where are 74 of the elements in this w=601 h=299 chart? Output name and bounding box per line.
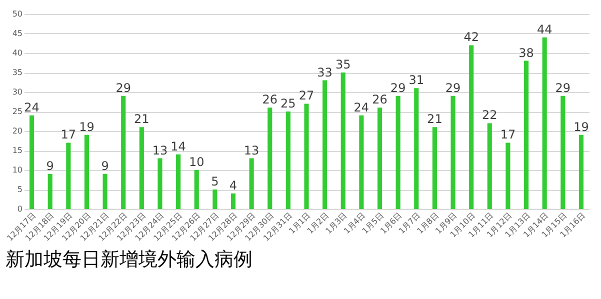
- data-label: 14: [170, 139, 186, 154]
- bar: [212, 190, 218, 209]
- bar: [286, 112, 290, 209]
- data-label: 17: [500, 128, 516, 142]
- data-label: 22: [482, 108, 498, 122]
- bar: [48, 174, 52, 209]
- data-label: 25: [280, 96, 296, 110]
- bar: [359, 115, 364, 209]
- bar: [121, 96, 126, 209]
- data-label: 10: [188, 155, 204, 169]
- y-tick-label: 10: [12, 166, 22, 174]
- y-tick-label: 0: [17, 204, 22, 214]
- bar: [176, 154, 181, 209]
- bar: [304, 104, 309, 209]
- data-label: 29: [390, 80, 406, 95]
- data-label: 19: [574, 120, 589, 134]
- bar: [560, 96, 566, 209]
- bar: [139, 127, 144, 209]
- bar: [249, 158, 254, 209]
- bar: [524, 60, 529, 209]
- bar: [84, 134, 90, 209]
- data-label: 24: [24, 100, 40, 114]
- bar: [450, 96, 456, 209]
- data-label: 31: [408, 73, 424, 88]
- y-tick-label: 5: [17, 185, 22, 194]
- bar: [158, 158, 162, 209]
- bar: [194, 170, 199, 209]
- data-label: 24: [354, 100, 370, 114]
- data-label: 5: [211, 174, 219, 188]
- bar: [469, 45, 474, 209]
- data-label: 38: [518, 46, 534, 60]
- data-label: 9: [46, 158, 54, 173]
- data-label: 13: [152, 143, 168, 158]
- bar: [506, 142, 510, 209]
- bar: [322, 80, 328, 209]
- bar: [340, 72, 346, 209]
- bar: [578, 134, 584, 209]
- data-label: 29: [555, 80, 571, 95]
- y-tick-label: 30: [12, 88, 22, 96]
- bar: [29, 115, 34, 209]
- data-label: 4: [229, 178, 238, 192]
- y-tick-label: 45: [12, 29, 22, 38]
- data-label: 27: [298, 88, 314, 103]
- bar: [414, 88, 419, 209]
- bar: [487, 123, 492, 209]
- y-tick-label: 25: [12, 107, 22, 116]
- y-tick-label: 50: [12, 10, 22, 18]
- bar: [377, 108, 382, 209]
- y-tick-label: 15: [12, 146, 22, 155]
- data-label: 29: [116, 80, 131, 95]
- y-tick-label: 20: [12, 126, 22, 136]
- bar: [102, 174, 108, 209]
- y-tick-label: 35: [12, 68, 22, 77]
- data-label: 26: [372, 92, 388, 107]
- data-label: 17: [60, 128, 76, 142]
- bar: [432, 127, 437, 209]
- data-label: 29: [445, 80, 461, 95]
- bar: [396, 96, 400, 209]
- bar: [230, 193, 236, 209]
- bar: [268, 108, 272, 209]
- data-label: 13: [244, 143, 260, 158]
- text: 新加坡每日新增境外输入病例: [6, 248, 253, 270]
- data-label: 33: [317, 65, 332, 80]
- data-label: 19: [79, 120, 94, 134]
- bar: [66, 142, 71, 209]
- data-label: 21: [427, 112, 442, 126]
- data-label: 42: [464, 30, 479, 44]
- data-label: 21: [134, 112, 150, 126]
- data-label: 9: [101, 158, 109, 173]
- data-label: 35: [335, 58, 351, 72]
- bar: [542, 37, 547, 209]
- y-tick-label: 40: [12, 48, 22, 58]
- data-label: 26: [262, 92, 278, 107]
- data-label: 44: [536, 22, 552, 36]
